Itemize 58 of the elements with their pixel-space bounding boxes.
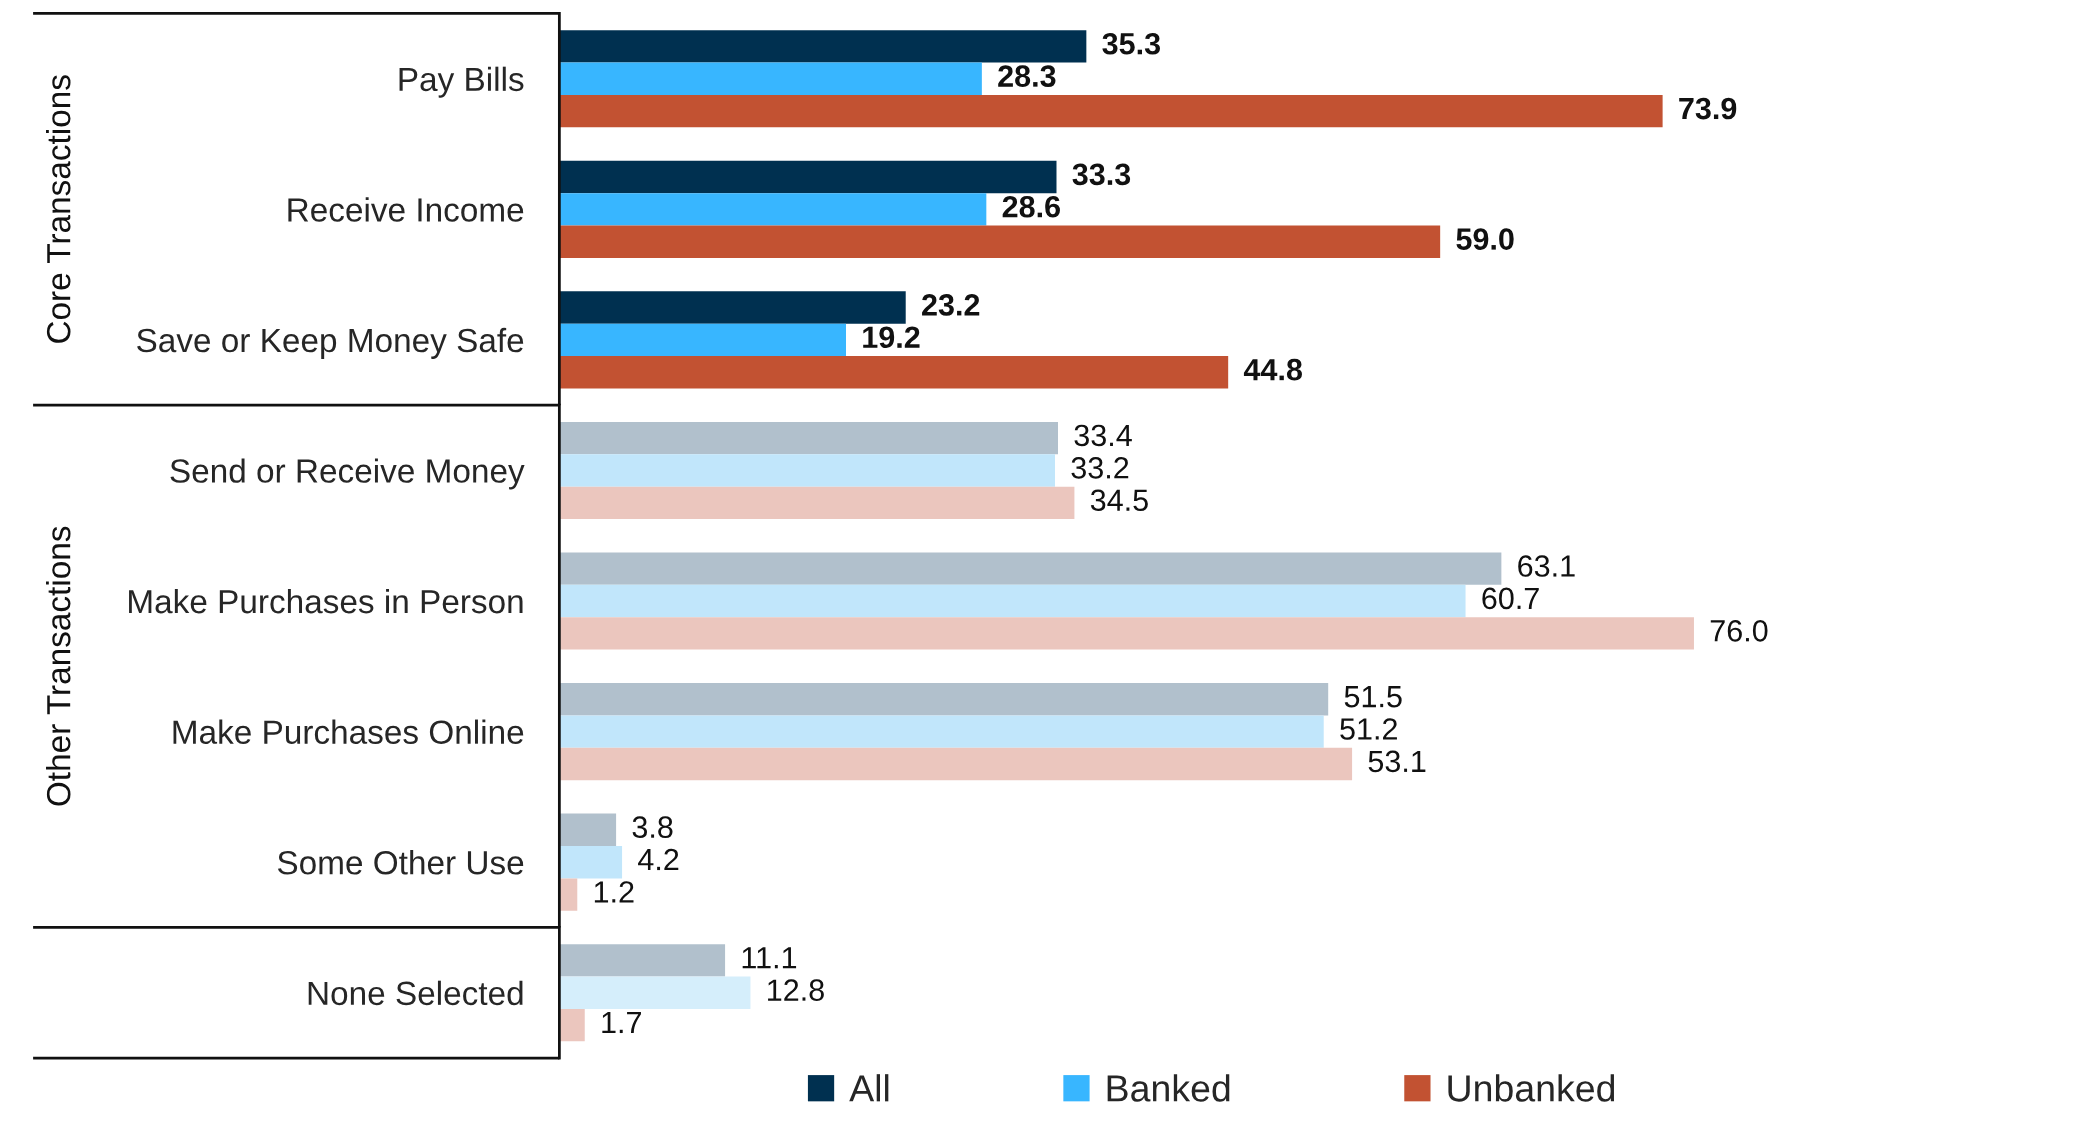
legend-label: Banked <box>1107 1074 1230 1102</box>
data-label: 1.2 <box>594 881 634 903</box>
y-tick-label: Make Purchases in Person <box>129 588 523 614</box>
data-label: 3.8 <box>632 816 673 839</box>
legend-label: Unbanked <box>1448 1074 1615 1102</box>
data-label: 19.2 <box>863 326 920 349</box>
bar <box>559 30 1087 63</box>
y-tick-label: Make Purchases Online <box>173 719 524 745</box>
y-axis-title: Core Transactions <box>46 75 71 343</box>
data-label: 59.0 <box>1456 228 1514 250</box>
data-label: 44.8 <box>1243 358 1302 381</box>
data-label: 4.2 <box>638 848 679 871</box>
data-label: 53.1 <box>1368 750 1426 773</box>
data-label: 28.6 <box>1002 195 1060 218</box>
y-tick-label: None Selected <box>308 980 523 1006</box>
bar <box>559 486 1075 520</box>
bar <box>559 552 1502 585</box>
bar <box>559 291 906 324</box>
data-label: 73.9 <box>1679 97 1737 120</box>
bar <box>559 62 982 95</box>
data-label: 76.0 <box>1710 619 1768 642</box>
bar <box>559 878 578 911</box>
bar <box>559 421 1058 455</box>
data-label: 34.5 <box>1090 489 1148 512</box>
bar <box>559 193 987 226</box>
data-label: 28.3 <box>998 65 1056 87</box>
bar <box>559 584 1466 618</box>
data-label: 35.3 <box>1102 32 1160 55</box>
y-tick-label: Receive Income <box>288 197 524 222</box>
bar <box>559 617 1694 650</box>
y-tick-label: Send or Receive Money <box>170 458 525 490</box>
data-label: 63.1 <box>1518 555 1575 577</box>
y-tick-label: Some Other Use <box>277 850 524 875</box>
bar <box>559 683 1329 716</box>
bar <box>559 454 1055 487</box>
data-label: 51.5 <box>1344 686 1402 708</box>
bar <box>559 715 1324 748</box>
data-label: 12.8 <box>768 979 824 1001</box>
legend-label: All <box>849 1074 889 1102</box>
y-axis-title: Other Transactions <box>46 526 71 806</box>
data-label: 60.7 <box>1482 587 1539 610</box>
data-label: 51.2 <box>1340 718 1397 740</box>
bar <box>559 813 617 846</box>
bar <box>559 94 1663 128</box>
y-tick-label: Save or Keep Money Safe <box>137 327 524 359</box>
data-label: 11.1 <box>742 947 797 969</box>
bar <box>559 356 1229 389</box>
data-label: 33.3 <box>1072 163 1131 186</box>
data-label: 33.2 <box>1071 457 1129 479</box>
y-tick-label: Pay Bills <box>399 66 524 98</box>
data-label: 33.4 <box>1074 424 1132 447</box>
data-label: 1.7 <box>602 1012 641 1034</box>
bar <box>559 846 623 879</box>
bar <box>559 323 846 357</box>
bar <box>559 160 1057 194</box>
bar <box>559 747 1353 781</box>
bar <box>559 225 1441 258</box>
data-label: 23.2 <box>922 294 980 316</box>
